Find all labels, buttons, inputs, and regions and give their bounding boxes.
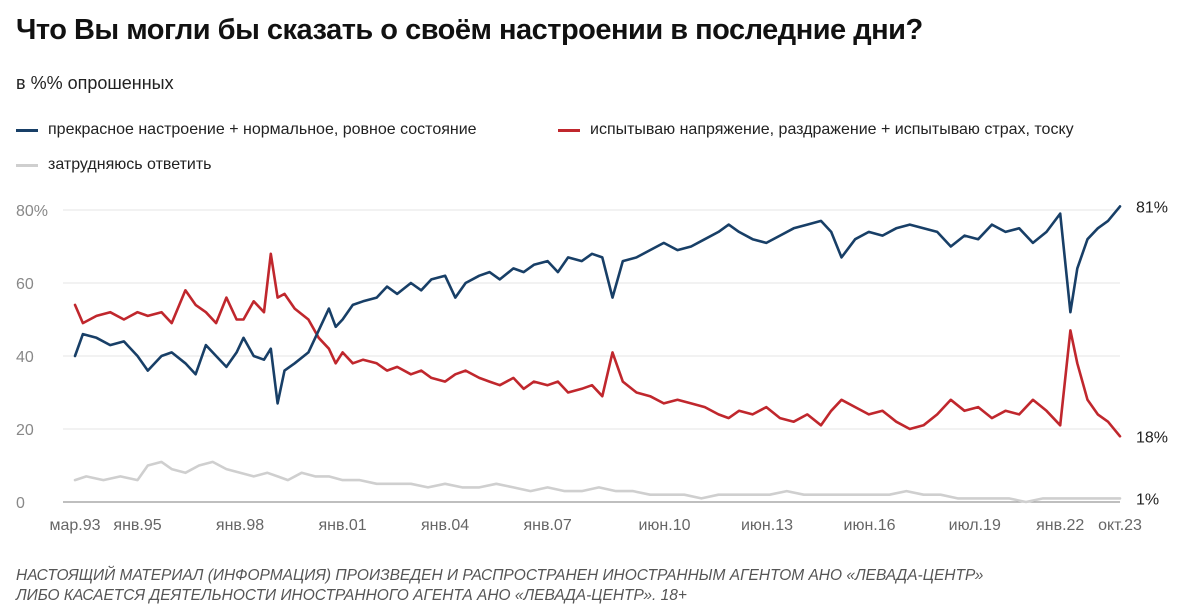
x-tick-label: янв.22 <box>1036 517 1084 534</box>
legend-label-negative: испытываю напряжение, раздражение + испы… <box>590 121 1074 138</box>
x-tick-label: июн.10 <box>638 517 690 534</box>
x-tick-label: июн.13 <box>741 517 793 534</box>
y-tick-label: 60 <box>16 276 34 293</box>
legend-swatch-positive <box>16 128 38 132</box>
y-tick-label: 80% <box>16 203 48 220</box>
line-chart: 80% 60 40 20 0 мар.93 янв.95 янв.98 янв.01 янв.0… <box>16 199 1168 534</box>
footer-disclaimer: НАСТОЯЩИЙ МАТЕРИАЛ (ИНФОРМАЦИЯ) ПРОИЗВЕД… <box>16 566 983 606</box>
x-tick-label: мар.93 <box>49 517 100 534</box>
legend-item-negative: испытываю напряжение, раздражение + испы… <box>558 121 1074 139</box>
series-line-unsure <box>73 460 1122 504</box>
legend-label-unsure: затрудняюсь ответить <box>48 156 212 173</box>
y-axis-ticks: 80% 60 40 20 0 <box>16 203 48 512</box>
legend-item-positive: прекрасное настроение + нормальное, ровн… <box>16 121 477 139</box>
y-tick-label: 20 <box>16 422 34 439</box>
x-axis-ticks: мар.93 янв.95 янв.98 янв.01 янв.04 янв.07 июн.… <box>49 517 1142 534</box>
x-tick-label: окт.23 <box>1098 517 1142 534</box>
x-tick-label: янв.07 <box>523 517 571 534</box>
gridlines <box>63 209 1120 503</box>
end-label-unsure: 1% <box>1136 491 1159 508</box>
end-labels: 81% 18% 1% <box>1136 199 1168 508</box>
series-line-positive <box>73 205 1122 405</box>
series-lines <box>73 205 1122 504</box>
x-tick-label: июн.16 <box>844 517 896 534</box>
legend-label-positive: прекрасное настроение + нормальное, ровн… <box>48 121 477 138</box>
legend-item-unsure: затрудняюсь ответить <box>16 156 212 174</box>
footer-line-1: НАСТОЯЩИЙ МАТЕРИАЛ (ИНФОРМАЦИЯ) ПРОИЗВЕД… <box>16 567 984 584</box>
y-tick-label: 0 <box>16 495 25 512</box>
y-tick-label: 40 <box>16 349 34 366</box>
x-tick-label: июл.19 <box>949 517 1001 534</box>
end-label-negative: 18% <box>1136 429 1168 446</box>
x-tick-label: янв.98 <box>216 517 264 534</box>
end-label-positive: 81% <box>1136 199 1168 216</box>
legend-swatch-negative <box>558 128 580 132</box>
series-line-negative <box>73 252 1122 438</box>
x-tick-label: янв.95 <box>113 517 161 534</box>
legend-swatch-unsure <box>16 163 38 167</box>
chart-title: Что Вы могли бы сказать о своём настроен… <box>16 14 923 46</box>
x-tick-label: янв.04 <box>421 517 469 534</box>
chart-subtitle: в %% опрошенных <box>16 73 174 93</box>
x-tick-label: янв.01 <box>318 517 366 534</box>
footer-line-2: ЛИБО КАСАЕТСЯ ДЕЯТЕЛЬНОСТИ ИНОСТРАННОГО … <box>16 587 687 604</box>
